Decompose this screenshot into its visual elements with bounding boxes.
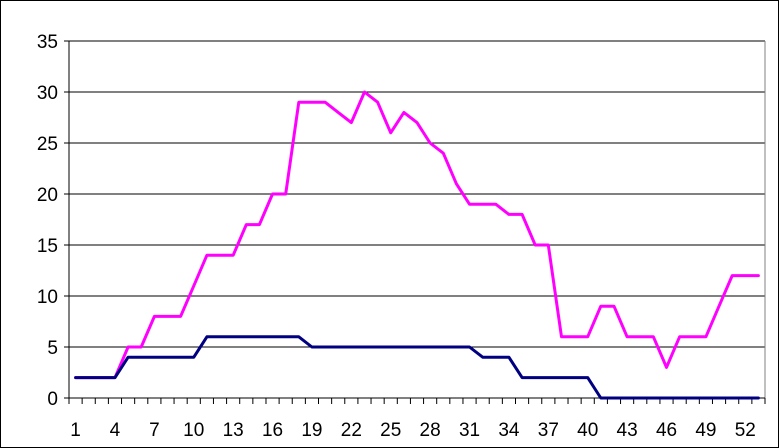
x-tick-label: 43 <box>617 420 638 441</box>
x-tick-label: 40 <box>577 420 598 441</box>
x-tick-label: 4 <box>110 420 121 441</box>
x-tick-label: 10 <box>183 420 204 441</box>
series-line-2 <box>74 335 760 400</box>
y-tick-label: 35 <box>37 32 58 53</box>
series-lines <box>74 90 760 400</box>
x-tick-label: 7 <box>149 420 160 441</box>
y-tick-label: 15 <box>37 236 58 257</box>
x-tick-label: 1 <box>70 420 81 441</box>
x-tick-label: 49 <box>695 420 716 441</box>
x-tick-label: 16 <box>262 420 283 441</box>
x-tick-label: 19 <box>301 420 322 441</box>
y-tick-label: 20 <box>37 185 58 206</box>
x-tick-label: 52 <box>735 420 756 441</box>
y-tick-label: 10 <box>37 287 58 308</box>
y-tick-label: 25 <box>37 134 58 155</box>
y-tick-label: 0 <box>47 389 58 410</box>
x-tick-label: 46 <box>656 420 677 441</box>
series-line-1 <box>74 90 760 380</box>
gridlines <box>69 40 765 348</box>
x-tick-label: 13 <box>223 420 244 441</box>
x-tick-label: 37 <box>538 420 559 441</box>
x-tick-label: 28 <box>420 420 441 441</box>
y-tick-label: 30 <box>37 83 58 104</box>
tick-labels: 0 5 10 15 20 25 30 35 1 4 7 10 13 16 19 22 25 28 31 34 37 40 4… <box>37 32 756 441</box>
x-tick-label: 34 <box>498 420 520 441</box>
x-tick-label: 25 <box>380 420 401 441</box>
y-tick-label: 5 <box>47 338 58 359</box>
x-tick-label: 31 <box>459 420 480 441</box>
x-tick-label: 22 <box>341 420 362 441</box>
